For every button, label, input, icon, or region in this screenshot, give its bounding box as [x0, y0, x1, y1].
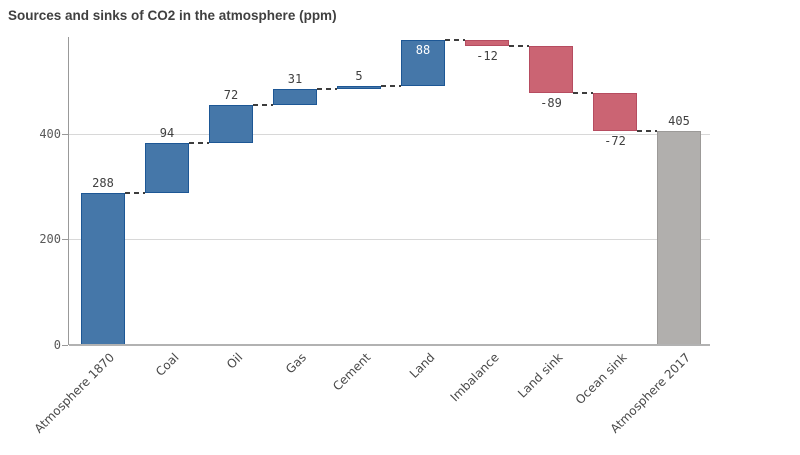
x-axis-baseline: [69, 344, 710, 346]
bar-cement[interactable]: [337, 86, 381, 89]
connector-coal-to-oil: [189, 142, 209, 145]
x-label-cement: Cement: [329, 350, 374, 394]
gridline-400: [69, 134, 710, 135]
bar-gas[interactable]: [273, 88, 317, 106]
y-tick-label-200: 200: [39, 232, 61, 246]
x-label-atmosphere-1870: Atmosphere 1870: [31, 350, 118, 436]
bar-value-label-atmosphere-2017: 405: [668, 114, 690, 129]
connector-atmosphere-1870-to-coal: [125, 191, 145, 194]
bar-atmosphere-2017[interactable]: [657, 131, 701, 345]
bar-atmosphere-1870[interactable]: [81, 192, 125, 345]
bar-ocean-sink[interactable]: [593, 93, 637, 132]
y-tick-mark-0: [62, 345, 68, 346]
bar-value-label-cement: 5: [355, 69, 363, 84]
y-axis-line: [68, 37, 69, 345]
bar-value-label-coal: 94: [159, 126, 175, 141]
connector-ocean-sink-to-atmosphere-2017: [637, 130, 657, 133]
chart-title: Sources and sinks of CO2 in the atmosphe…: [8, 8, 337, 23]
bar-oil[interactable]: [209, 105, 253, 144]
bar-land-sink[interactable]: [529, 46, 573, 94]
x-label-imbalance: Imbalance: [447, 350, 502, 405]
bar-imbalance[interactable]: [465, 39, 509, 47]
y-tick-label-400: 400: [39, 127, 61, 141]
bar-land[interactable]: [401, 39, 445, 87]
connector-gas-to-cement: [317, 87, 337, 90]
x-label-ocean-sink: Ocean sink: [572, 350, 630, 408]
y-tick-mark-400: [62, 134, 68, 135]
x-label-land: Land: [406, 350, 438, 381]
x-label-gas: Gas: [283, 350, 310, 377]
connector-land-sink-to-ocean-sink: [573, 92, 593, 95]
connector-land-to-imbalance: [445, 38, 465, 41]
bar-value-label-land: 88: [415, 42, 431, 57]
x-label-oil: Oil: [223, 350, 246, 372]
bar-value-label-atmosphere-1870: 288: [92, 175, 114, 190]
bar-value-label-land-sink: -89: [540, 96, 562, 111]
y-tick-label-0: 0: [53, 338, 61, 352]
x-label-land-sink: Land sink: [514, 350, 566, 401]
bar-value-label-imbalance: -12: [476, 49, 498, 64]
connector-oil-to-gas: [253, 104, 273, 107]
bar-value-label-ocean-sink: -72: [604, 134, 626, 149]
bar-value-label-gas: 31: [287, 71, 303, 86]
connector-imbalance-to-land-sink: [509, 45, 529, 48]
y-tick-mark-200: [62, 239, 68, 240]
bar-coal[interactable]: [145, 143, 189, 193]
bar-value-label-oil: 72: [223, 88, 239, 103]
gridline-200: [69, 239, 710, 240]
connector-cement-to-land: [381, 85, 401, 88]
x-label-coal: Coal: [152, 350, 182, 379]
